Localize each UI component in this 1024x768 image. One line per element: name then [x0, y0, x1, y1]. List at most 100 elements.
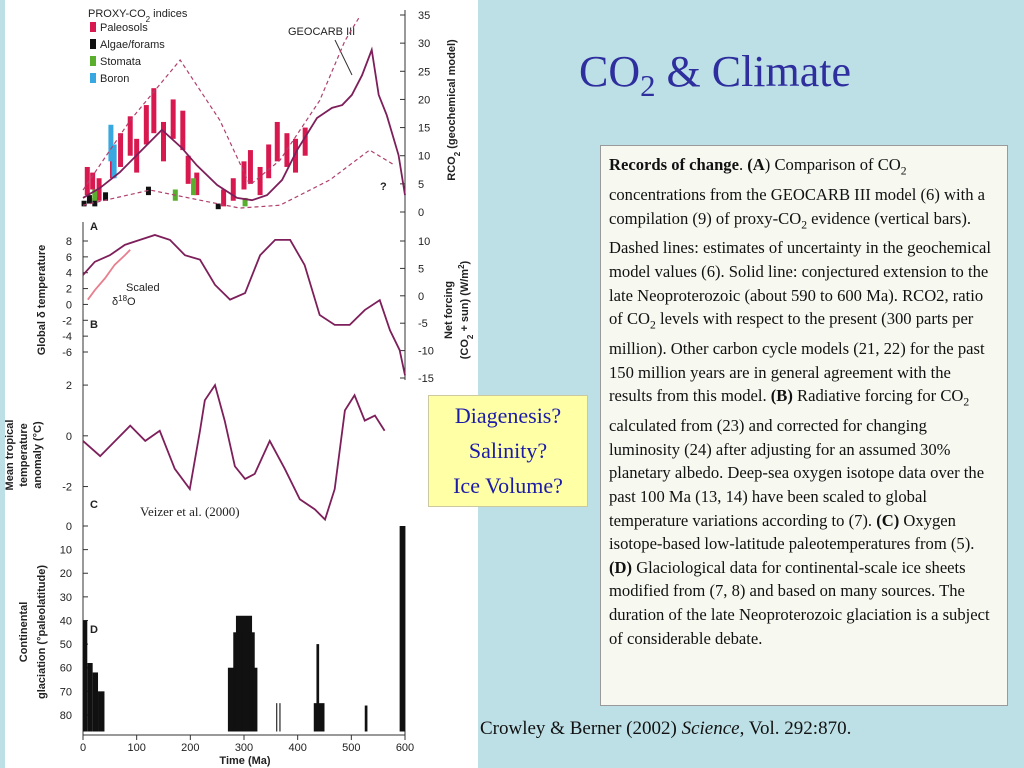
text-run: (CO — [459, 339, 471, 360]
panel-letter: C — [90, 499, 98, 511]
y-tick-label: -6 — [62, 347, 72, 359]
proxy-bar — [180, 110, 186, 151]
axis-label: RCO2 (geochemical model) — [446, 39, 462, 181]
proxy-bar — [266, 144, 272, 179]
x-tick-label: 200 — [181, 742, 199, 754]
x-tick-label: 0 — [80, 742, 86, 754]
x-axis-label: Time (Ma) — [219, 755, 270, 767]
x-tick-label: 400 — [288, 742, 306, 754]
line-series — [87, 249, 131, 301]
y2-tick-label: 0 — [418, 291, 424, 303]
text-run: 2 — [900, 164, 907, 178]
proxy-bar — [194, 172, 200, 196]
y2-tick-label: 10 — [418, 236, 430, 248]
y2-tick-label: -10 — [418, 346, 434, 358]
text-run: ) — [459, 260, 471, 264]
text-run: CO — [578, 47, 641, 96]
text-run: evidence (vertical bars). Dashed lines: … — [609, 208, 991, 329]
proxy-bar — [118, 133, 124, 167]
glaciation-bar — [316, 644, 320, 732]
text-run: Mean tropical — [4, 420, 16, 491]
y-tick-label: 80 — [60, 710, 72, 722]
y2-tick-label: -15 — [418, 373, 434, 385]
legend-swatch — [90, 39, 96, 49]
axis-label: Net forcing — [443, 281, 455, 339]
proxy-bar — [145, 186, 151, 196]
text-run: . — [738, 155, 748, 174]
line-series — [82, 382, 386, 522]
y2-tick-label: 20 — [418, 94, 430, 106]
glaciation-bar — [399, 526, 405, 732]
proxy-bar — [103, 192, 109, 201]
proxy-bar — [143, 105, 149, 145]
y2-tick-label: 30 — [418, 38, 430, 50]
text-run: 2 — [453, 151, 462, 156]
text-run: glaciation (°paleolatitude) — [36, 565, 48, 699]
text-run: 2 — [457, 264, 466, 269]
glaciation-bar — [227, 667, 236, 732]
proxy-bar — [242, 197, 248, 207]
text-run: Scaled — [126, 282, 160, 294]
text-run: calculated from (23) and corrected for c… — [609, 416, 985, 530]
y2-tick-label: -5 — [418, 318, 428, 330]
text-run: (geochemical model) — [446, 39, 458, 152]
legend-label: Boron — [100, 73, 129, 85]
x-tick-label: 100 — [127, 742, 145, 754]
proxy-bar — [127, 116, 133, 156]
y2-tick-label: 5 — [418, 263, 424, 275]
line-series — [82, 234, 406, 376]
legend-label: Algae/forams — [100, 39, 165, 51]
callout: Diagenesis? Salinity? Ice Volume? — [428, 395, 588, 507]
x-tick-label: 300 — [235, 742, 253, 754]
proxy-bar — [161, 121, 166, 162]
y2-tick-label: 0 — [418, 207, 424, 219]
axis-label: anomaly (°C) — [32, 421, 44, 489]
y2-tick-label: 25 — [418, 66, 430, 78]
text-run: concentrations from the GEOCARB III mode… — [609, 184, 986, 228]
source: Veizer et al. (2000) — [140, 504, 240, 519]
legend-title: PROXY-CO2 indices — [88, 8, 188, 24]
text-run: (C) — [876, 510, 900, 530]
text-run: Oxygen isotope-based low-latitude paleot… — [609, 510, 975, 554]
text-run: Radiative forcing for CO — [792, 386, 964, 406]
proxy-bar — [293, 138, 299, 173]
y-tick-label: 10 — [60, 545, 72, 557]
proxy-bar — [302, 127, 308, 156]
glaciation-bar — [279, 703, 281, 732]
y-tick-label: 0 — [66, 299, 72, 311]
text-run: Records of change — [609, 155, 739, 174]
proxy-bar — [221, 189, 227, 207]
y-tick-label: -2 — [62, 482, 72, 494]
axis-label: glaciation (°paleolatitude) — [36, 565, 48, 699]
y-tick-label: 60 — [60, 663, 72, 675]
proxy-bar — [108, 124, 114, 162]
axis-label: Continental — [18, 602, 30, 663]
proxy-bar — [274, 121, 280, 162]
axis-label: Global δ temperature — [36, 245, 48, 356]
glaciation-bar — [83, 620, 88, 732]
proxy-bar — [84, 166, 90, 196]
proxy-bar — [111, 144, 117, 179]
text-run: indices — [150, 8, 188, 20]
text-run: Net forcing — [443, 281, 455, 339]
legend-swatch — [90, 22, 96, 32]
text-run: levels with respect to the present (300 … — [609, 309, 985, 406]
glaciation-bar — [276, 703, 278, 732]
axis-label: temperature — [18, 423, 30, 487]
caption: Records of change. (A) Comparison of CO2… — [600, 145, 1008, 706]
text-run: 18 — [118, 294, 127, 303]
proxy-bar — [151, 88, 157, 134]
glaciation-bar — [364, 705, 368, 732]
y2-tick-label: 10 — [418, 151, 430, 163]
text-run: + sun) (W/m — [459, 269, 471, 335]
text-run: Crowley & Berner (2002) — [480, 718, 682, 739]
text-run: 2 — [146, 15, 151, 24]
y-tick-label: 20 — [60, 568, 72, 580]
text-run: 2 — [963, 395, 970, 409]
legend-label: Stomata — [100, 56, 142, 68]
callout-line: Ice Volume? — [453, 473, 563, 498]
text-run: (A — [747, 155, 765, 174]
proxy-bar — [241, 161, 247, 190]
